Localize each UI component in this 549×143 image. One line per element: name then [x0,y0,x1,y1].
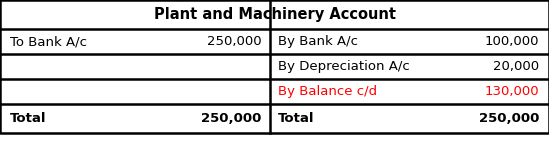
Text: 250,000: 250,000 [208,35,262,48]
Text: 250,000: 250,000 [479,112,539,125]
Text: 130,000: 130,000 [485,85,539,98]
Text: By Depreciation A/c: By Depreciation A/c [278,60,410,73]
Text: Total: Total [278,112,315,125]
Text: By Balance c/d: By Balance c/d [278,85,378,98]
Text: 250,000: 250,000 [201,112,262,125]
Text: 100,000: 100,000 [485,35,539,48]
Text: To Bank A/c: To Bank A/c [10,35,87,48]
Text: By Bank A/c: By Bank A/c [278,35,358,48]
Text: Total: Total [10,112,46,125]
Text: 20,000: 20,000 [493,60,539,73]
Text: Plant and Machinery Account: Plant and Machinery Account [154,7,395,22]
